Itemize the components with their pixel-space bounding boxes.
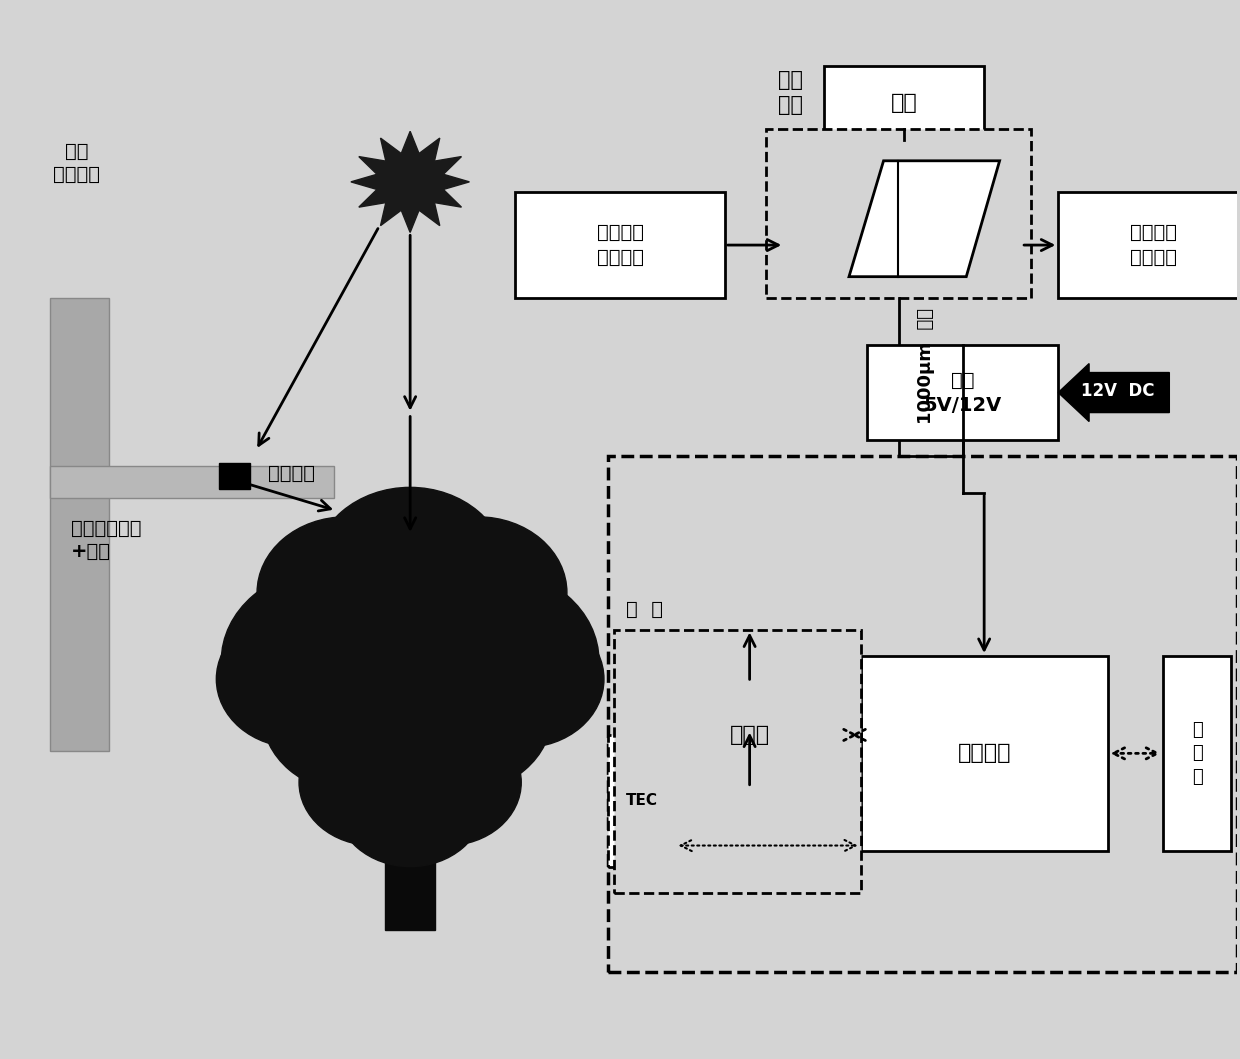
Bar xyxy=(867,345,1058,439)
Circle shape xyxy=(314,487,506,651)
Circle shape xyxy=(326,674,494,818)
Bar xyxy=(861,656,1107,850)
Text: 棱镜腔室: 棱镜腔室 xyxy=(268,464,315,483)
Circle shape xyxy=(444,611,604,748)
Polygon shape xyxy=(351,131,470,232)
Bar xyxy=(386,809,435,930)
Text: TEC: TEC xyxy=(626,793,657,808)
Text: 棱镜
腔室: 棱镜 腔室 xyxy=(777,70,802,114)
Bar xyxy=(50,466,334,498)
Circle shape xyxy=(373,719,521,845)
Bar xyxy=(608,735,676,866)
Circle shape xyxy=(382,569,599,754)
Bar xyxy=(608,455,1238,972)
Text: 1000μm  光纤: 1000μm 光纤 xyxy=(918,308,935,425)
Bar xyxy=(1058,193,1240,298)
Text: 光谱仪: 光谱仪 xyxy=(729,725,770,744)
Bar xyxy=(50,298,109,751)
Circle shape xyxy=(336,740,484,866)
Circle shape xyxy=(216,611,377,748)
Circle shape xyxy=(221,569,439,754)
Text: 显
示
屏: 显 示 屏 xyxy=(1192,721,1203,786)
Text: 控制电脑: 控制电脑 xyxy=(957,743,1011,764)
Text: 电源
5V/12V: 电源 5V/12V xyxy=(924,371,1002,414)
Polygon shape xyxy=(849,161,999,276)
Circle shape xyxy=(262,634,448,793)
Circle shape xyxy=(389,517,567,668)
Bar xyxy=(651,682,848,788)
Text: 向下余弦
校正探头: 向下余弦 校正探头 xyxy=(1131,223,1178,267)
Bar xyxy=(823,66,985,140)
Bar xyxy=(765,129,1032,298)
Text: 入射
太阳辐射: 入射 太阳辐射 xyxy=(53,142,100,184)
Circle shape xyxy=(257,517,435,668)
FancyArrow shape xyxy=(1058,363,1169,421)
Circle shape xyxy=(299,719,448,845)
Text: 冠层反射光谱
+荧光: 冠层反射光谱 +荧光 xyxy=(71,519,141,561)
Circle shape xyxy=(289,516,531,722)
Text: 12V  DC: 12V DC xyxy=(1081,382,1154,400)
Bar xyxy=(614,630,861,893)
Text: 电机: 电机 xyxy=(890,93,918,113)
Bar xyxy=(1163,656,1231,850)
Bar xyxy=(515,193,725,298)
Text: 温  控: 温 控 xyxy=(626,600,663,620)
Bar xyxy=(218,463,249,489)
Text: 向上余弦
校正探头: 向上余弦 校正探头 xyxy=(596,223,644,267)
Circle shape xyxy=(367,634,552,793)
